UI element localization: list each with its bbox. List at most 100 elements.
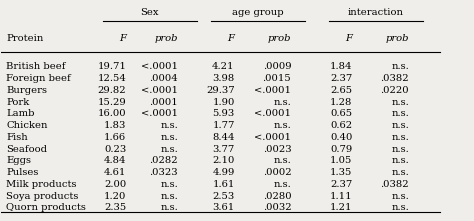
Text: 0.62: 0.62 <box>330 121 353 130</box>
Text: Quorn products: Quorn products <box>6 204 86 213</box>
Text: 1.20: 1.20 <box>104 192 126 201</box>
Text: British beef: British beef <box>6 63 65 71</box>
Text: 1.84: 1.84 <box>330 63 353 71</box>
Text: 3.98: 3.98 <box>212 74 235 83</box>
Text: Soya products: Soya products <box>6 192 79 201</box>
Text: n.s.: n.s. <box>391 109 409 118</box>
Text: 4.61: 4.61 <box>104 168 126 177</box>
Text: 2.37: 2.37 <box>330 180 353 189</box>
Text: n.s.: n.s. <box>273 121 291 130</box>
Text: Pulses: Pulses <box>6 168 38 177</box>
Text: .0015: .0015 <box>263 74 291 83</box>
Text: n.s.: n.s. <box>391 192 409 201</box>
Text: .0009: .0009 <box>263 63 291 71</box>
Text: <.0001: <.0001 <box>254 133 291 142</box>
Text: n.s.: n.s. <box>273 180 291 189</box>
Text: n.s.: n.s. <box>273 156 291 166</box>
Text: 15.29: 15.29 <box>98 98 126 107</box>
Text: .0282: .0282 <box>149 156 178 166</box>
Text: .0032: .0032 <box>263 204 291 213</box>
Text: n.s.: n.s. <box>391 168 409 177</box>
Text: prob: prob <box>268 34 291 43</box>
Text: 1.11: 1.11 <box>330 192 353 201</box>
Text: 0.79: 0.79 <box>330 145 353 154</box>
Text: F: F <box>119 34 126 43</box>
Text: <.0001: <.0001 <box>141 63 178 71</box>
Text: <.0001: <.0001 <box>254 86 291 95</box>
Text: .0002: .0002 <box>263 168 291 177</box>
Text: n.s.: n.s. <box>391 145 409 154</box>
Text: 4.99: 4.99 <box>212 168 235 177</box>
Text: 2.00: 2.00 <box>104 180 126 189</box>
Text: 29.82: 29.82 <box>98 86 126 95</box>
Text: 19.71: 19.71 <box>97 63 126 71</box>
Text: <.0001: <.0001 <box>141 86 178 95</box>
Text: 1.77: 1.77 <box>212 121 235 130</box>
Text: 5.93: 5.93 <box>212 109 235 118</box>
Text: age group: age group <box>232 8 284 17</box>
Text: 2.65: 2.65 <box>330 86 353 95</box>
Text: Pork: Pork <box>6 98 29 107</box>
Text: F: F <box>346 34 353 43</box>
Text: 29.37: 29.37 <box>206 86 235 95</box>
Text: Burgers: Burgers <box>6 86 47 95</box>
Text: Seafood: Seafood <box>6 145 47 154</box>
Text: 3.77: 3.77 <box>212 145 235 154</box>
Text: Fish: Fish <box>6 133 28 142</box>
Text: n.s.: n.s. <box>391 98 409 107</box>
Text: 1.05: 1.05 <box>330 156 353 166</box>
Text: 2.10: 2.10 <box>212 156 235 166</box>
Text: .0323: .0323 <box>149 168 178 177</box>
Text: 2.37: 2.37 <box>330 74 353 83</box>
Text: F: F <box>228 34 235 43</box>
Text: n.s.: n.s. <box>160 145 178 154</box>
Text: Milk products: Milk products <box>6 180 77 189</box>
Text: 1.35: 1.35 <box>330 168 353 177</box>
Text: 1.28: 1.28 <box>330 98 353 107</box>
Text: 0.40: 0.40 <box>330 133 353 142</box>
Text: n.s.: n.s. <box>160 180 178 189</box>
Text: 0.65: 0.65 <box>330 109 353 118</box>
Text: .0004: .0004 <box>149 74 178 83</box>
Text: Protein: Protein <box>6 34 44 43</box>
Text: 1.61: 1.61 <box>212 180 235 189</box>
Text: n.s.: n.s. <box>273 98 291 107</box>
Text: .0382: .0382 <box>380 180 409 189</box>
Text: n.s.: n.s. <box>160 204 178 213</box>
Text: Lamb: Lamb <box>6 109 35 118</box>
Text: 3.61: 3.61 <box>212 204 235 213</box>
Text: n.s.: n.s. <box>391 204 409 213</box>
Text: interaction: interaction <box>348 8 404 17</box>
Text: <.0001: <.0001 <box>254 109 291 118</box>
Text: .0220: .0220 <box>380 86 409 95</box>
Text: .0001: .0001 <box>149 98 178 107</box>
Text: n.s.: n.s. <box>160 133 178 142</box>
Text: Chicken: Chicken <box>6 121 47 130</box>
Text: prob: prob <box>155 34 178 43</box>
Text: 4.84: 4.84 <box>104 156 126 166</box>
Text: .0280: .0280 <box>263 192 291 201</box>
Text: 1.83: 1.83 <box>104 121 126 130</box>
Text: n.s.: n.s. <box>391 63 409 71</box>
Text: Eggs: Eggs <box>6 156 31 166</box>
Text: 4.21: 4.21 <box>212 63 235 71</box>
Text: Sex: Sex <box>141 8 159 17</box>
Text: 16.00: 16.00 <box>98 109 126 118</box>
Text: prob: prob <box>385 34 409 43</box>
Text: 8.44: 8.44 <box>212 133 235 142</box>
Text: 12.54: 12.54 <box>97 74 126 83</box>
Text: 2.35: 2.35 <box>104 204 126 213</box>
Text: n.s.: n.s. <box>160 192 178 201</box>
Text: 2.53: 2.53 <box>212 192 235 201</box>
Text: n.s.: n.s. <box>391 133 409 142</box>
Text: 0.23: 0.23 <box>104 145 126 154</box>
Text: .0023: .0023 <box>263 145 291 154</box>
Text: <.0001: <.0001 <box>141 109 178 118</box>
Text: .0382: .0382 <box>380 74 409 83</box>
Text: n.s.: n.s. <box>160 121 178 130</box>
Text: n.s.: n.s. <box>391 121 409 130</box>
Text: 1.21: 1.21 <box>330 204 353 213</box>
Text: 1.90: 1.90 <box>212 98 235 107</box>
Text: n.s.: n.s. <box>391 156 409 166</box>
Text: 1.66: 1.66 <box>104 133 126 142</box>
